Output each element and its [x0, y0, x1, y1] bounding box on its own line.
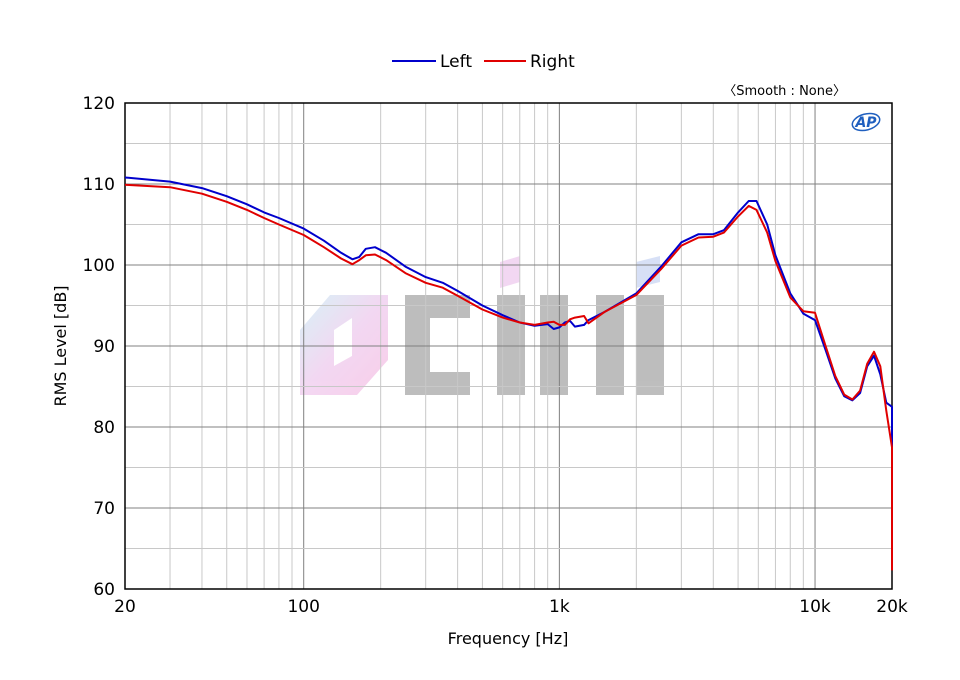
x-axis-label: Frequency [Hz]	[448, 629, 569, 648]
legend: Left Right	[392, 52, 575, 72]
ap-logo-icon: AP	[851, 112, 881, 132]
legend-label-left: Left	[440, 52, 472, 72]
y-tick-label: 70	[93, 499, 115, 519]
y-tick-label: 60	[93, 580, 115, 600]
grid-lines	[125, 103, 892, 589]
y-axis-label: RMS Level [dB]	[51, 285, 70, 406]
series-layer	[124, 176, 893, 571]
x-tick-label: 1k	[549, 597, 570, 617]
y-tick-label: 110	[83, 175, 115, 195]
y-tick-label: 120	[83, 94, 115, 114]
x-tick-label: 10k	[799, 597, 831, 617]
smoothing-note: 〈Smooth : None〉	[723, 84, 846, 99]
tick-labels: 20 100 1k 10k 20k 60 70 80 90 100 110 120	[83, 94, 908, 617]
x-tick-label: 100	[287, 597, 319, 617]
x-tick-label: 20	[114, 597, 136, 617]
y-tick-label: 90	[93, 337, 115, 357]
series-line-right	[124, 183, 893, 571]
watermark-logo	[300, 256, 664, 395]
y-tick-label: 100	[83, 256, 115, 276]
svg-text:AP: AP	[854, 115, 877, 131]
y-tick-label: 80	[93, 418, 115, 438]
plot-border	[124, 102, 893, 590]
legend-label-right: Right	[530, 52, 575, 72]
x-tick-label: 20k	[876, 597, 908, 617]
